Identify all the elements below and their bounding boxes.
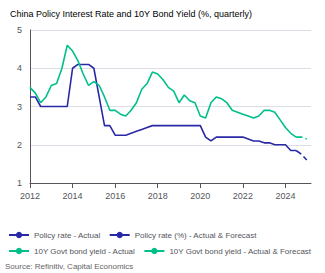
svg-text:2012: 2012 xyxy=(20,191,40,201)
svg-text:Source: Refinitiv, Capital Eco: Source: Refinitiv, Capital Economics xyxy=(5,262,133,271)
svg-text:3: 3 xyxy=(17,102,22,112)
svg-text:Policy rate (%) - Actual & For: Policy rate (%) - Actual & Forecast xyxy=(135,231,258,240)
svg-text:Policy rate - Actual: Policy rate - Actual xyxy=(34,231,100,240)
svg-text:5: 5 xyxy=(17,25,22,35)
svg-text:2: 2 xyxy=(17,140,22,150)
svg-text:2018: 2018 xyxy=(148,191,168,201)
svg-text:10Y Govt bond yield - Actual &: 10Y Govt bond yield - Actual & Forecast xyxy=(169,247,311,256)
svg-text:2016: 2016 xyxy=(105,191,125,201)
svg-text:10Y Govt bond yield - Actual: 10Y Govt bond yield - Actual xyxy=(34,247,135,256)
svg-text:4: 4 xyxy=(17,63,22,73)
svg-text:1: 1 xyxy=(17,178,22,188)
svg-text:2020: 2020 xyxy=(190,191,210,201)
svg-text:2022: 2022 xyxy=(233,191,253,201)
svg-text:2014: 2014 xyxy=(63,191,83,201)
svg-text:2024: 2024 xyxy=(275,191,295,201)
svg-text:China Policy Interest Rate and: China Policy Interest Rate and 10Y Bond … xyxy=(10,9,252,19)
